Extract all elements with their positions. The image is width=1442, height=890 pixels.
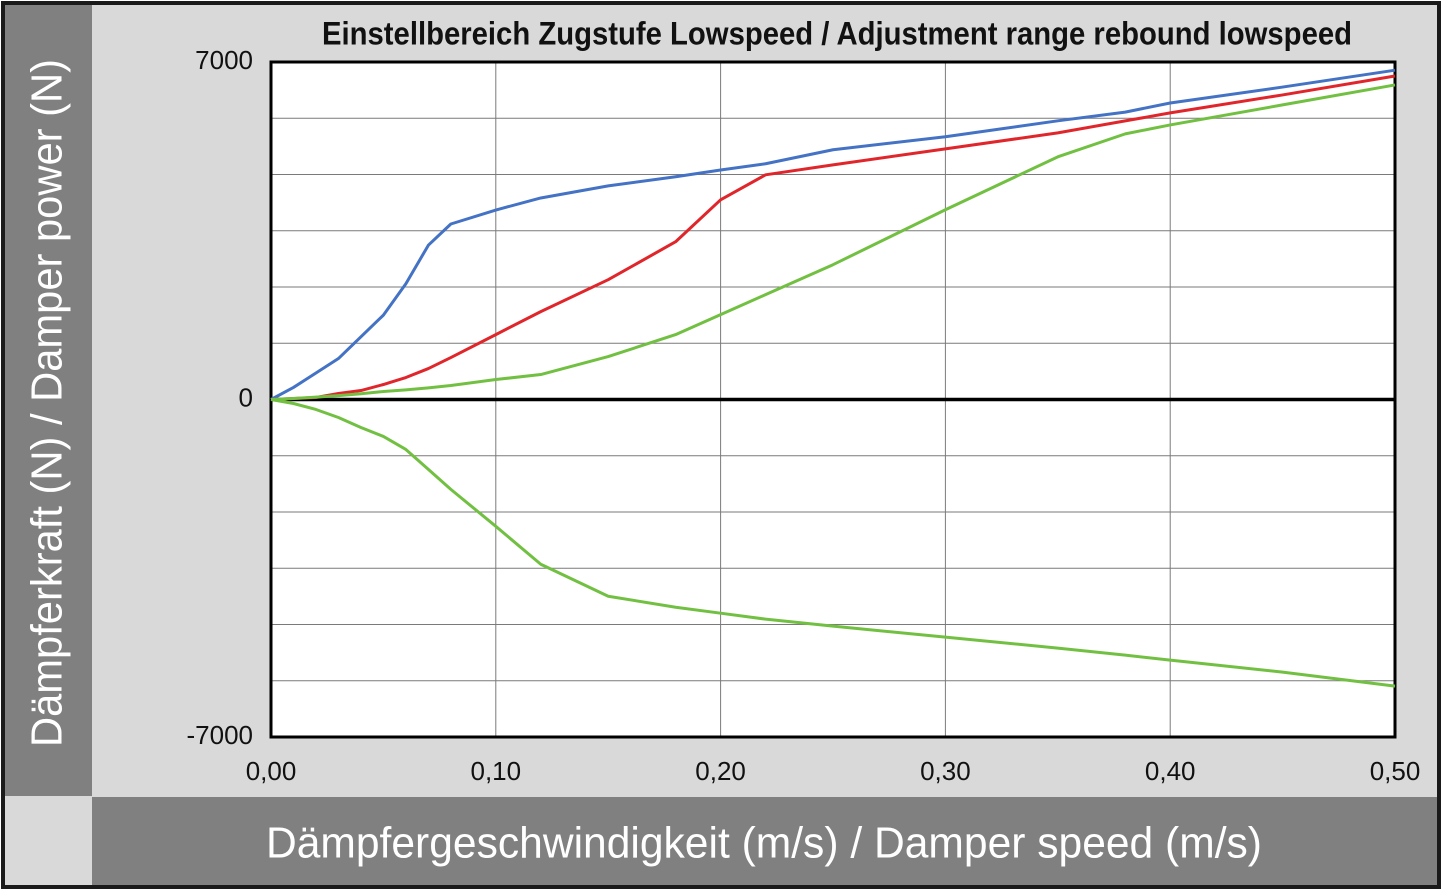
x-tick-label: 0,00 xyxy=(246,756,297,786)
series-line xyxy=(270,74,1396,401)
chart-title: Einstellbereich Zugstufe Lowspeed / Adju… xyxy=(322,15,1352,51)
x-tick-label: 0,10 xyxy=(470,756,521,786)
x-label-band xyxy=(92,797,1437,885)
series-line xyxy=(270,398,1396,688)
y-axis-label: Dämpferkraft (N) / Damper power (N) xyxy=(23,59,72,747)
y-tick-label: 0 xyxy=(239,382,253,412)
series-line xyxy=(270,68,1396,401)
y-tick-label: -7000 xyxy=(187,720,254,750)
y-label-band xyxy=(5,5,92,796)
x-tick-label: 0,30 xyxy=(920,756,971,786)
series-line xyxy=(270,83,1396,401)
x-tick-label: 0,40 xyxy=(1145,756,1196,786)
x-tick-label: 0,20 xyxy=(695,756,746,786)
y-tick-label: 7000 xyxy=(195,45,253,75)
x-axis-label: Dämpfergeschwindigkeit (m/s) / Damper sp… xyxy=(266,819,1262,868)
x-tick-label: 0,50 xyxy=(1370,756,1421,786)
